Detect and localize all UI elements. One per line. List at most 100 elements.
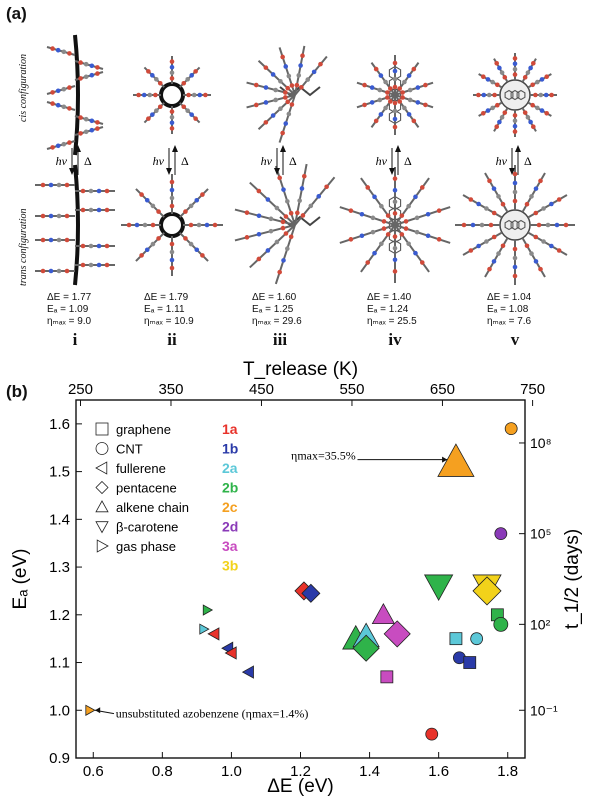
azobenzene-arm <box>527 101 552 117</box>
azobenzene-arm <box>360 224 396 273</box>
hv-label: hv <box>376 154 388 168</box>
azobenzene-arm <box>257 60 296 96</box>
azobenzene-arm <box>35 237 75 243</box>
y-axis-label: Eₐ (eV) <box>10 549 31 610</box>
molecule-fullerene-cis <box>473 53 557 137</box>
azobenzene-arm <box>249 181 296 226</box>
annotation-arrowhead <box>94 707 101 714</box>
data-point <box>241 665 254 679</box>
data-point <box>425 727 439 741</box>
azobenzene-arm <box>512 53 518 80</box>
data-point <box>207 627 220 641</box>
x-tick-label: 1.2 <box>290 763 311 780</box>
hv-label: hv <box>496 154 508 168</box>
data-point <box>493 616 509 632</box>
metric-dE: ΔE = 1.04 <box>487 292 532 303</box>
legend-series-label: 3b <box>222 558 238 574</box>
azobenzene-arm <box>527 73 552 89</box>
legend-tri-right-marker <box>96 539 109 553</box>
azobenzene-arm <box>521 107 537 132</box>
data-point <box>423 574 454 601</box>
azobenzene-arm <box>249 224 296 269</box>
azobenzene-arm <box>473 92 500 98</box>
x-tick-label: 1.0 <box>221 763 242 780</box>
azobenzene-arm <box>294 45 306 96</box>
right-axis-label: t_1/2 (days) <box>562 529 583 629</box>
metric-Ea: Eₐ = 1.25 <box>252 304 294 315</box>
nanotube-cross-section <box>159 82 185 108</box>
azobenzene-arm <box>74 115 104 125</box>
azobenzene-arm <box>46 101 76 111</box>
y-tick-label: 1.3 <box>49 559 70 576</box>
legend-diamond-marker <box>95 480 109 495</box>
delta-label: Δ <box>289 154 297 168</box>
azobenzene-arm <box>278 47 296 96</box>
azobenzene-arm <box>512 165 518 210</box>
data-point <box>470 632 484 646</box>
azobenzene-arm <box>478 73 503 89</box>
photoswitch-arrows: hv Δ <box>56 145 92 175</box>
azobenzene-arm <box>35 213 75 219</box>
legend-series-label: 3a <box>222 538 238 554</box>
azobenzene-arm <box>246 81 296 96</box>
azobenzene-arm <box>527 194 568 219</box>
metric-eta: ηₘₐₓ = 7.6 <box>487 316 532 327</box>
top-tick-label: 350 <box>158 381 183 398</box>
column-numeral: ii <box>167 330 177 349</box>
molecule-chain-trans <box>234 163 336 285</box>
data-point <box>504 422 518 436</box>
azobenzene-arm <box>394 62 420 96</box>
azobenzene-arm <box>234 208 296 226</box>
x-tick-label: 1.4 <box>359 763 380 780</box>
legend-label: pentacene <box>116 481 177 496</box>
right-tick-label: 10⁵ <box>530 526 551 542</box>
azobenzene-arm <box>246 94 296 109</box>
right-tick-label: 10² <box>530 616 551 632</box>
legend-tri-left-marker <box>95 461 108 475</box>
y-tick-label: 1.5 <box>49 464 70 481</box>
azobenzene-arm <box>478 101 503 117</box>
azobenzene-arm <box>74 71 104 81</box>
molecule-chain-cis <box>246 45 328 143</box>
azobenzene-arm <box>169 174 175 214</box>
legend-series-label: 2d <box>222 519 238 535</box>
fullerene-core <box>499 79 531 111</box>
column-numeral: iii <box>272 330 288 349</box>
molecule-cnt-side-cis <box>46 34 104 156</box>
x-axis-label: ΔE (eV) <box>267 776 334 797</box>
molecule-cnt-ring-cis <box>133 56 211 134</box>
panel-a-label: (a) <box>6 4 27 23</box>
metric-dE: ΔE = 1.40 <box>367 292 412 303</box>
azobenzene-arm <box>360 177 396 226</box>
azobenzene-arm <box>493 107 509 132</box>
photoswitch-arrows: hv Δ <box>153 145 189 175</box>
azobenzene-arm <box>179 102 201 124</box>
azobenzene-arm <box>530 92 557 98</box>
delta-label: Δ <box>404 154 412 168</box>
azobenzene-arm <box>512 240 518 285</box>
azobenzene-arm <box>394 206 451 226</box>
azobenzene-arm <box>35 268 75 274</box>
fullerene-core <box>499 209 531 241</box>
azobenzene-arm <box>179 188 209 218</box>
azobenzene-arm <box>530 222 575 228</box>
legend-series-label: 2c <box>222 499 238 515</box>
top-axis-label: T_release (K) <box>243 359 358 380</box>
hv-label: hv <box>153 154 165 168</box>
x-tick-label: 0.6 <box>83 763 104 780</box>
top-tick-label: 750 <box>520 381 545 398</box>
azobenzene-arm <box>179 66 201 88</box>
azobenzene-arm <box>183 222 223 228</box>
top-tick-label: 550 <box>339 381 364 398</box>
metric-Ea: Eₐ = 1.08 <box>487 304 529 315</box>
azobenzene-arm <box>356 81 396 96</box>
top-tick-label: 450 <box>249 381 274 398</box>
legend-series-label: 1b <box>222 441 238 457</box>
data-point <box>437 443 475 477</box>
data-point <box>449 632 463 646</box>
azobenzene-arm <box>394 177 430 226</box>
azobenzene-arm <box>294 163 308 226</box>
azobenzene-arm <box>75 188 115 194</box>
azobenzene-arm <box>392 55 398 95</box>
azobenzene-arm <box>455 222 500 228</box>
